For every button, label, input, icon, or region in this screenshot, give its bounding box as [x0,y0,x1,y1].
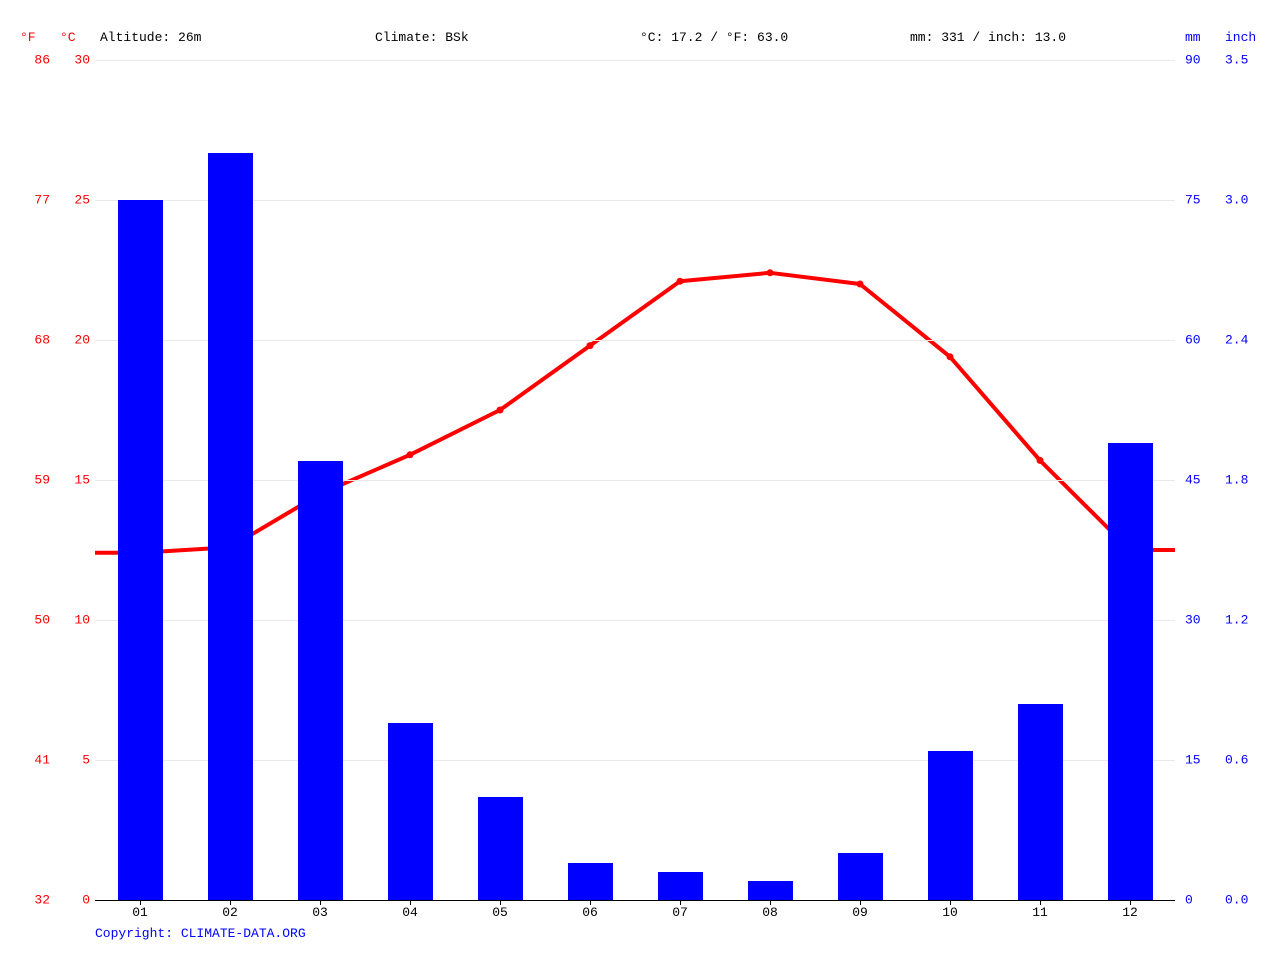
precip-bar [478,797,523,900]
precip-bar [838,853,883,900]
precip-bar [658,872,703,900]
tick-celsius: 25 [60,193,90,208]
tick-fahrenheit: 59 [20,473,50,488]
tick-mm: 90 [1185,53,1215,68]
tick-inch: 2.4 [1225,333,1255,348]
x-tick-label: 02 [210,905,250,920]
precip-bar [928,751,973,900]
tick-inch: 3.0 [1225,193,1255,208]
precip-bar [1108,443,1153,900]
tick-fahrenheit: 86 [20,53,50,68]
tick-celsius: 30 [60,53,90,68]
grid-line [95,620,1175,621]
precip-bar [118,200,163,900]
tick-inch: 1.2 [1225,613,1255,628]
tick-celsius: 0 [60,893,90,908]
precip-bar [568,863,613,900]
tick-celsius: 5 [60,753,90,768]
tick-fahrenheit: 41 [20,753,50,768]
tick-inch: 3.5 [1225,53,1255,68]
tick-mm: 15 [1185,753,1215,768]
grid-line [95,60,1175,61]
climograph-chart: °F °C mm inch Altitude: 26m Climate: BSk… [0,0,1280,960]
precip-bar [298,461,343,900]
x-tick-label: 10 [930,905,970,920]
grid-line [95,340,1175,341]
tick-inch: 0.0 [1225,893,1255,908]
grid-line [95,760,1175,761]
x-tick-label: 01 [120,905,160,920]
altitude-label: Altitude: 26m [100,30,201,45]
header-row: Altitude: 26m Climate: BSk °C: 17.2 / °F… [0,30,1280,50]
tick-mm: 60 [1185,333,1215,348]
x-tick-label: 06 [570,905,610,920]
tick-mm: 0 [1185,893,1215,908]
precip-summary-label: mm: 331 / inch: 13.0 [910,30,1066,45]
grid-line [95,200,1175,201]
x-tick-label: 09 [840,905,880,920]
tick-fahrenheit: 32 [20,893,50,908]
precip-bar [748,881,793,900]
x-tick-label: 05 [480,905,520,920]
x-tick-label: 03 [300,905,340,920]
tick-fahrenheit: 77 [20,193,50,208]
tick-celsius: 10 [60,613,90,628]
tick-mm: 45 [1185,473,1215,488]
x-tick-label: 04 [390,905,430,920]
grid-line [95,480,1175,481]
tick-celsius: 15 [60,473,90,488]
precip-bar [1018,704,1063,900]
tick-inch: 1.8 [1225,473,1255,488]
tick-fahrenheit: 68 [20,333,50,348]
precip-bar [388,723,433,900]
temp-summary-label: °C: 17.2 / °F: 63.0 [640,30,788,45]
precip-bar [208,153,253,900]
x-tick-label: 07 [660,905,700,920]
tick-fahrenheit: 50 [20,613,50,628]
x-tick-label: 11 [1020,905,1060,920]
tick-inch: 0.6 [1225,753,1255,768]
tick-mm: 30 [1185,613,1215,628]
copyright-label: Copyright: CLIMATE-DATA.ORG [95,926,306,941]
x-tick-label: 08 [750,905,790,920]
tick-celsius: 20 [60,333,90,348]
tick-mm: 75 [1185,193,1215,208]
climate-label: Climate: BSk [375,30,469,45]
plot-area [95,60,1175,901]
x-tick-label: 12 [1110,905,1150,920]
